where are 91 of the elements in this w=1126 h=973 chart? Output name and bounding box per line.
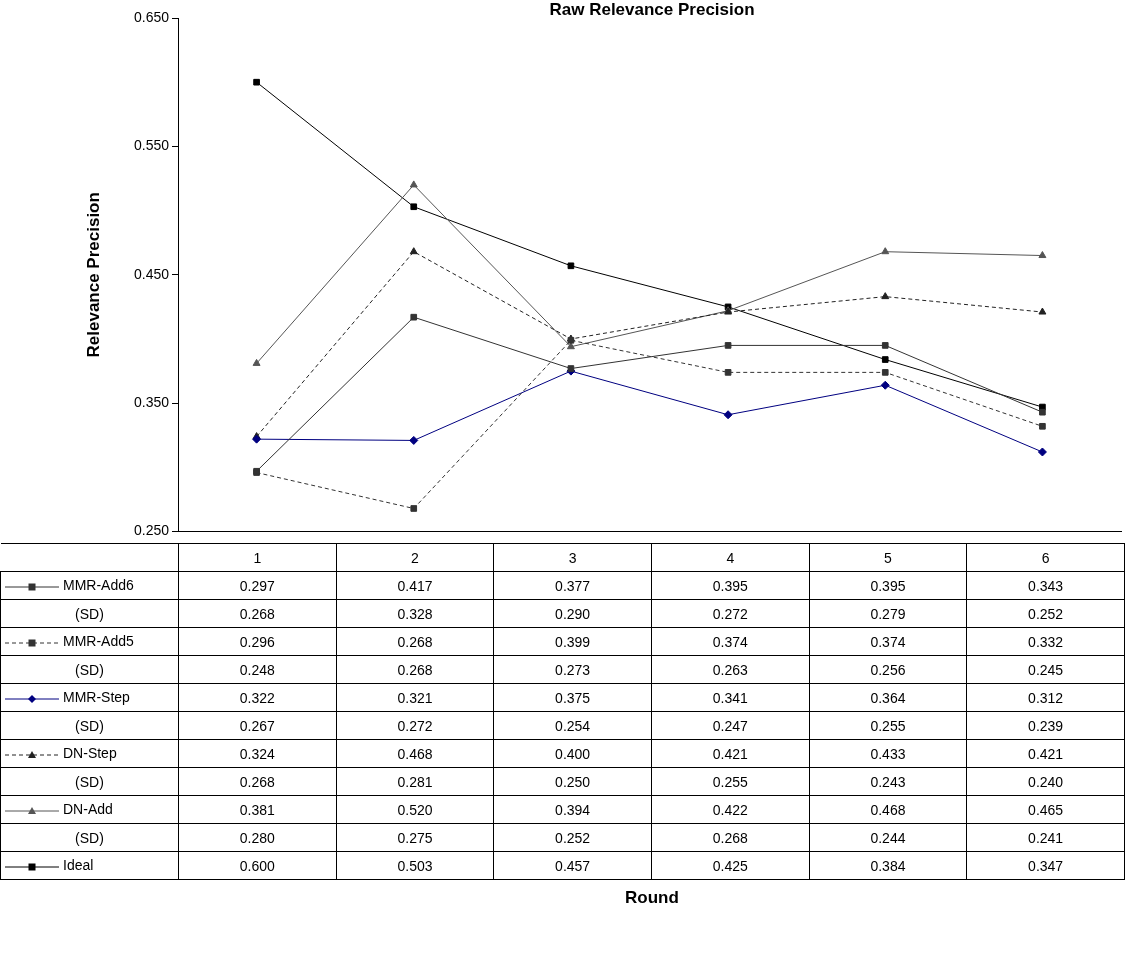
legend-label: MMR-Add6: [63, 577, 134, 594]
text: 0.240: [966, 767, 1125, 796]
chart-title: Raw Relevance Precision: [548, 0, 756, 20]
data-label: 0.374: [651, 627, 810, 656]
legend-label: MMR-Add5: [63, 633, 134, 650]
text: 0.245: [966, 655, 1125, 684]
data-label: 0.268: [336, 627, 494, 656]
data-label: 0.394: [493, 795, 652, 824]
text: 0.267: [178, 711, 337, 740]
x-tick-label: 3: [493, 543, 652, 572]
text: 0.244: [809, 823, 967, 852]
y-tick-label: 0.250: [133, 522, 170, 539]
x-tick-label: 1: [178, 543, 337, 572]
data-label: 0.347: [966, 851, 1125, 880]
y-tick-label: 0.350: [133, 394, 170, 411]
data-label: 0.433: [809, 739, 967, 768]
text: 0.254: [493, 711, 652, 740]
text: 0.268: [651, 823, 810, 852]
text: 0.243: [809, 767, 967, 796]
text: 0.247: [651, 711, 810, 740]
text: Round: [624, 887, 680, 908]
text: 0.268: [178, 767, 337, 796]
data-label: 0.399: [493, 627, 652, 656]
text: 0.268: [178, 599, 337, 628]
data-label: 0.400: [493, 739, 652, 768]
data-label: 0.343: [966, 571, 1125, 600]
y-tick-label: 0.550: [133, 137, 170, 154]
legend-label: MMR-Step: [63, 689, 130, 706]
text: 0.255: [651, 767, 810, 796]
legend-label: DN-Step: [63, 745, 117, 762]
data-label: 0.421: [651, 739, 810, 768]
y-axis-title: Relevance Precision: [83, 192, 103, 358]
text: 0.290: [493, 599, 652, 628]
legend-label: Ideal: [63, 857, 94, 874]
text: 0.275: [336, 823, 494, 852]
text: 0.263: [651, 655, 810, 684]
data-label: 0.395: [651, 571, 810, 600]
data-label: 0.425: [651, 851, 810, 880]
y-tick-label: 0.450: [133, 265, 170, 282]
text: 0.252: [493, 823, 652, 852]
x-tick-label: 6: [966, 543, 1125, 572]
data-label: 0.297: [178, 571, 337, 600]
data-label: 0.395: [809, 571, 967, 600]
x-tick-label: 4: [651, 543, 810, 572]
data-label: 0.465: [966, 795, 1125, 824]
data-label: 0.364: [809, 683, 967, 712]
x-tick-label: 2: [336, 543, 494, 572]
text: 0.279: [809, 599, 967, 628]
text: 0.273: [493, 655, 652, 684]
data-label: 0.384: [809, 851, 967, 880]
data-label: 0.417: [336, 571, 494, 600]
data-label: 0.468: [336, 739, 494, 768]
text: 0.248: [178, 655, 337, 684]
text: (SD): [0, 823, 179, 852]
text: 0.281: [336, 767, 494, 796]
text: 0.252: [966, 599, 1125, 628]
data-label: 0.312: [966, 683, 1125, 712]
text: 0.328: [336, 599, 494, 628]
text: 0.268: [336, 655, 494, 684]
data-label: 0.324: [178, 739, 337, 768]
text: 0.250: [493, 767, 652, 796]
text: 0.272: [336, 711, 494, 740]
data-label: 0.457: [493, 851, 652, 880]
text: (SD): [0, 767, 179, 796]
data-label: 0.381: [178, 795, 337, 824]
data-label: 0.332: [966, 627, 1125, 656]
legend-label: DN-Add: [63, 801, 113, 818]
data-label: 0.341: [651, 683, 810, 712]
text: (SD): [0, 599, 179, 628]
data-label: 0.321: [336, 683, 494, 712]
data-label: 0.375: [493, 683, 652, 712]
text: (SD): [0, 655, 179, 684]
text: 0.272: [651, 599, 810, 628]
data-label: 0.468: [809, 795, 967, 824]
data-label: 0.503: [336, 851, 494, 880]
text: (SD): [0, 711, 179, 740]
data-label: 0.422: [651, 795, 810, 824]
text: 0.280: [178, 823, 337, 852]
data-label: 0.377: [493, 571, 652, 600]
data-label: 0.520: [336, 795, 494, 824]
data-label: 0.296: [178, 627, 337, 656]
data-label: 0.322: [178, 683, 337, 712]
text: 0.256: [809, 655, 967, 684]
text: 0.241: [966, 823, 1125, 852]
data-label: 0.600: [178, 851, 337, 880]
x-tick-label: 5: [809, 543, 967, 572]
data-label: 0.421: [966, 739, 1125, 768]
data-label: 0.374: [809, 627, 967, 656]
text: 0.255: [809, 711, 967, 740]
text: 0.239: [966, 711, 1125, 740]
y-tick-label: 0.650: [133, 8, 170, 25]
